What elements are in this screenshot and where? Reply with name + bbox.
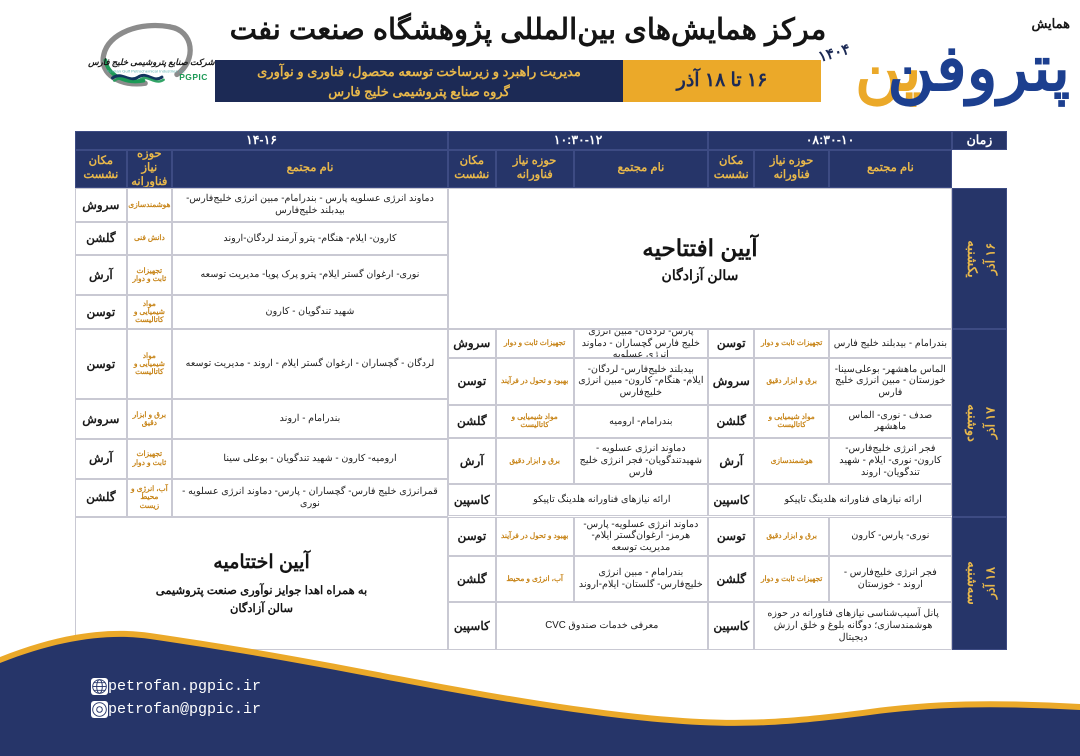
- svg-text:پتروفن: پتروفن: [887, 33, 1070, 107]
- svg-text:شرکت صنایع پتروشیمی خلیج فارس: شرکت صنایع پتروشیمی خلیج فارس: [87, 57, 215, 68]
- svg-text:Persian Gulf Petrochemical Ind: Persian Gulf Petrochemical Industries Co…: [107, 69, 186, 74]
- svg-text:۱۴۰۴: ۱۴۰۴: [816, 41, 852, 66]
- svg-text:PGPIC: PGPIC: [179, 72, 208, 82]
- svg-text:همایش: همایش: [1031, 16, 1070, 32]
